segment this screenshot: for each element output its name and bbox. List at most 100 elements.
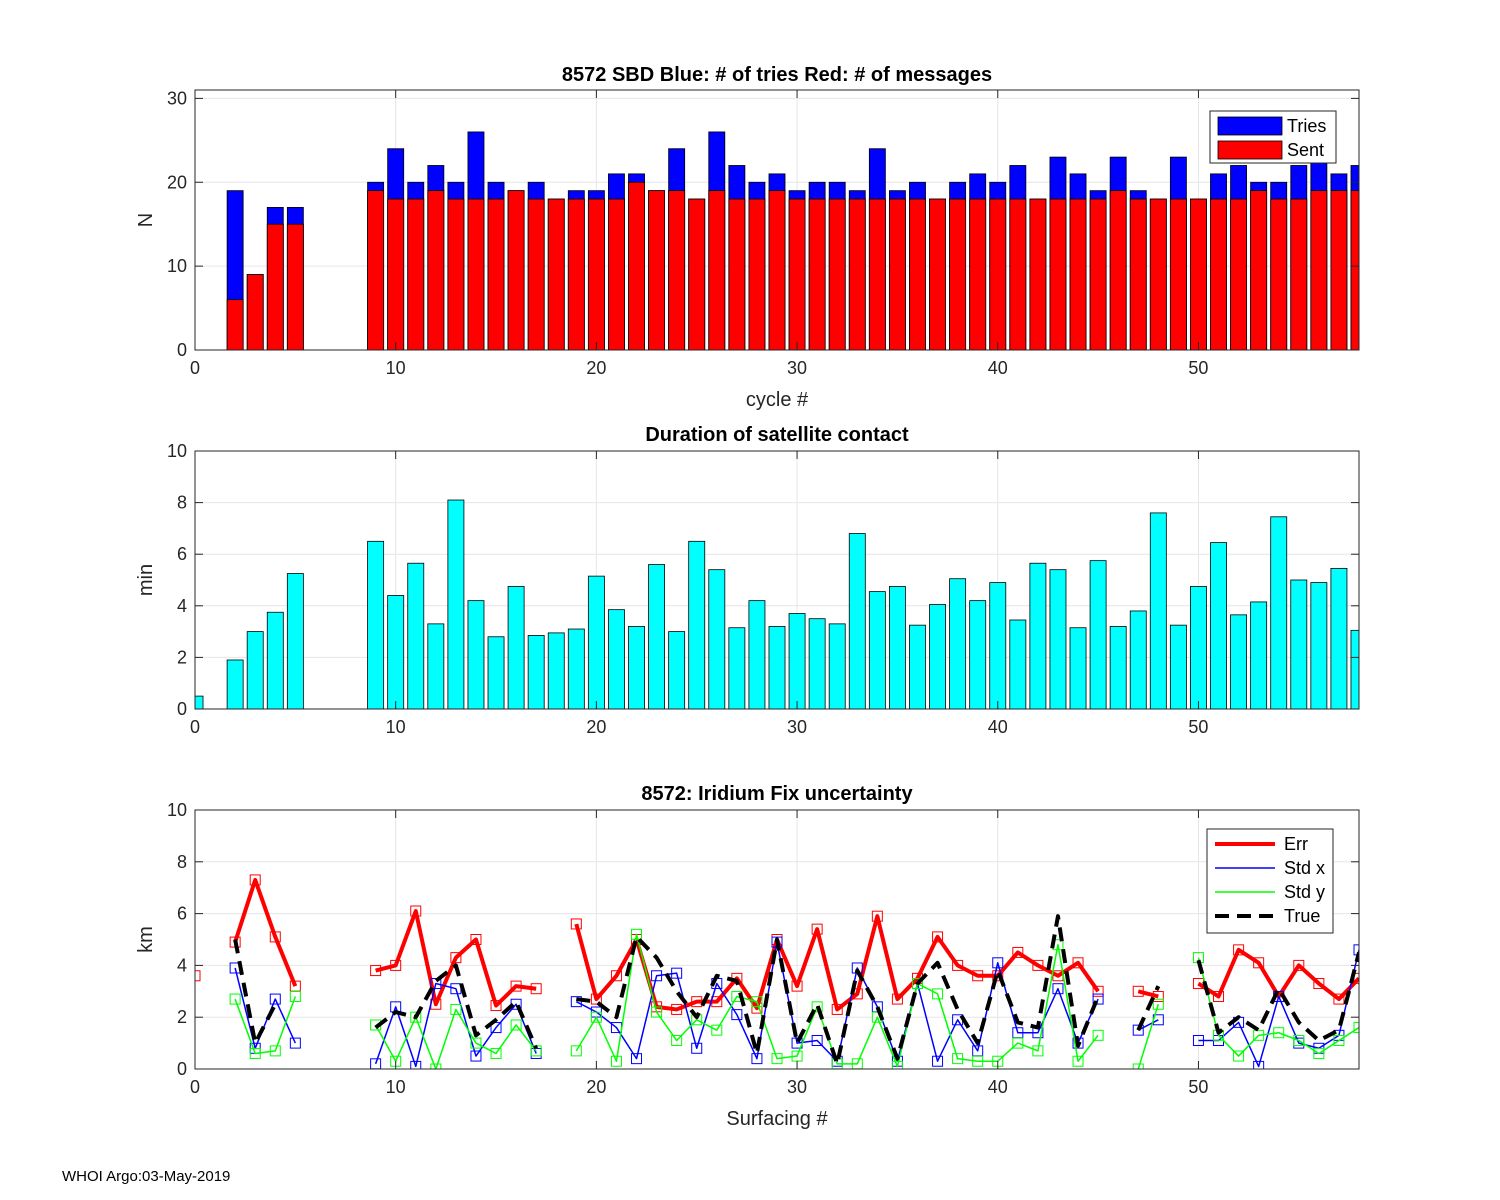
x-tick-label: 50 (1188, 358, 1208, 378)
bar-duration (848, 533, 866, 709)
x-tick-label: 40 (988, 1077, 1008, 1097)
bar-sent (648, 190, 666, 350)
marker-std-y (1313, 1047, 1325, 1059)
marker-err (1092, 985, 1104, 997)
x-tick-label: 10 (386, 358, 406, 378)
bar-sent (929, 198, 946, 350)
bar-sent (1190, 198, 1207, 350)
y-tick-label: 8 (177, 493, 187, 513)
y-tick-label: 0 (177, 340, 187, 360)
panel-3: 0 10 20 30 40 50 0 2 4 6 8 10 8572: Iridium Fix unce… (135, 783, 1360, 1130)
marker-std-y (811, 1001, 823, 1013)
legend-label: True (1284, 906, 1320, 926)
marker-std-y (510, 1019, 522, 1031)
y-tick-label: 2 (177, 647, 187, 667)
bar-duration (587, 575, 605, 709)
bar-sent (628, 181, 645, 350)
bar-sent (387, 198, 405, 350)
bar-sent (587, 198, 605, 350)
legend-label: Std y (1284, 882, 1325, 902)
marker-err (1213, 990, 1225, 1002)
marker-err (1152, 990, 1164, 1002)
bar-duration (1290, 579, 1308, 709)
bar-duration (748, 600, 766, 709)
marker-err (972, 970, 984, 982)
bar-duration (808, 618, 826, 709)
x-tick-label: 50 (1188, 1077, 1208, 1097)
marker-std-y (771, 1053, 783, 1065)
legend-label: Err (1284, 834, 1308, 854)
y-tick-label: 30 (167, 88, 187, 108)
marker-std-x (1353, 944, 1359, 956)
bar-duration (989, 582, 1007, 709)
bar-sent (1089, 198, 1107, 350)
bar-sent (1290, 198, 1308, 350)
bar-duration (1310, 582, 1328, 709)
bar-duration (567, 628, 585, 709)
bar-sent (1310, 190, 1328, 350)
legend: Err Std x Std y True (1206, 828, 1334, 934)
marker-err (1253, 957, 1265, 969)
series-line-err (233, 877, 298, 987)
bar-duration (246, 631, 264, 709)
bar-sent (1129, 198, 1147, 350)
bar-duration (507, 586, 525, 709)
y-tick-label: 6 (177, 544, 187, 564)
x-tick-label: 30 (787, 1077, 807, 1097)
bar-duration (1230, 614, 1248, 709)
bar-sent (527, 198, 545, 350)
bar-duration (1109, 626, 1127, 709)
y-tick-label: 20 (167, 172, 187, 192)
bar-duration (547, 632, 565, 709)
marker-err (410, 905, 422, 917)
marker-std-x (1092, 993, 1104, 1005)
marker-std-y (1132, 1063, 1144, 1069)
marker-std-y (932, 988, 944, 1000)
marker-err (811, 923, 823, 935)
bar-sent (608, 198, 625, 350)
bar-sent (788, 198, 806, 350)
bar-duration (1029, 562, 1047, 709)
marker-std-y (671, 1035, 683, 1047)
marker-std-y (490, 1047, 502, 1059)
bar-sent (828, 198, 846, 350)
axes-frame (194, 450, 1360, 710)
x-tick-label: 50 (1188, 717, 1208, 737)
bar-sent (1270, 198, 1288, 350)
marker-err (791, 980, 803, 992)
bar-duration (286, 573, 304, 709)
marker-std-y (1032, 1045, 1044, 1057)
marker-std-y (891, 1060, 903, 1069)
marker-err (891, 993, 903, 1005)
y-axis-label: N (135, 213, 157, 227)
axes-frame (194, 809, 1360, 1070)
bar-duration (487, 636, 505, 709)
bar-duration (447, 499, 465, 709)
bar-sent (989, 198, 1007, 350)
bar-sent (1169, 198, 1187, 350)
marker-std-y (1152, 998, 1164, 1010)
marker-std-x (651, 970, 663, 982)
legend-label: Tries (1287, 116, 1326, 136)
marker-err (590, 993, 602, 1005)
bar-duration (688, 540, 706, 709)
marker-err (871, 910, 883, 922)
bar-duration (1089, 560, 1107, 709)
bar-sent (1149, 198, 1167, 350)
series-line-std-y (234, 996, 297, 1055)
bar-duration (1169, 624, 1187, 709)
marker-std-y (570, 1045, 582, 1057)
marker-err (570, 918, 582, 930)
bar-duration (1270, 516, 1288, 709)
bar-sent (1049, 198, 1067, 350)
marker-err (370, 965, 382, 977)
series-line-std-x (234, 967, 297, 1050)
marker-std-x (691, 1042, 703, 1054)
marker-std-x (731, 1009, 743, 1021)
series-line-true (233, 939, 278, 1046)
bar-sent (266, 223, 284, 350)
bar-sent (1109, 190, 1127, 350)
bar-sent (748, 198, 766, 350)
marker-std-x (992, 957, 1004, 969)
marker-err (490, 1000, 502, 1012)
